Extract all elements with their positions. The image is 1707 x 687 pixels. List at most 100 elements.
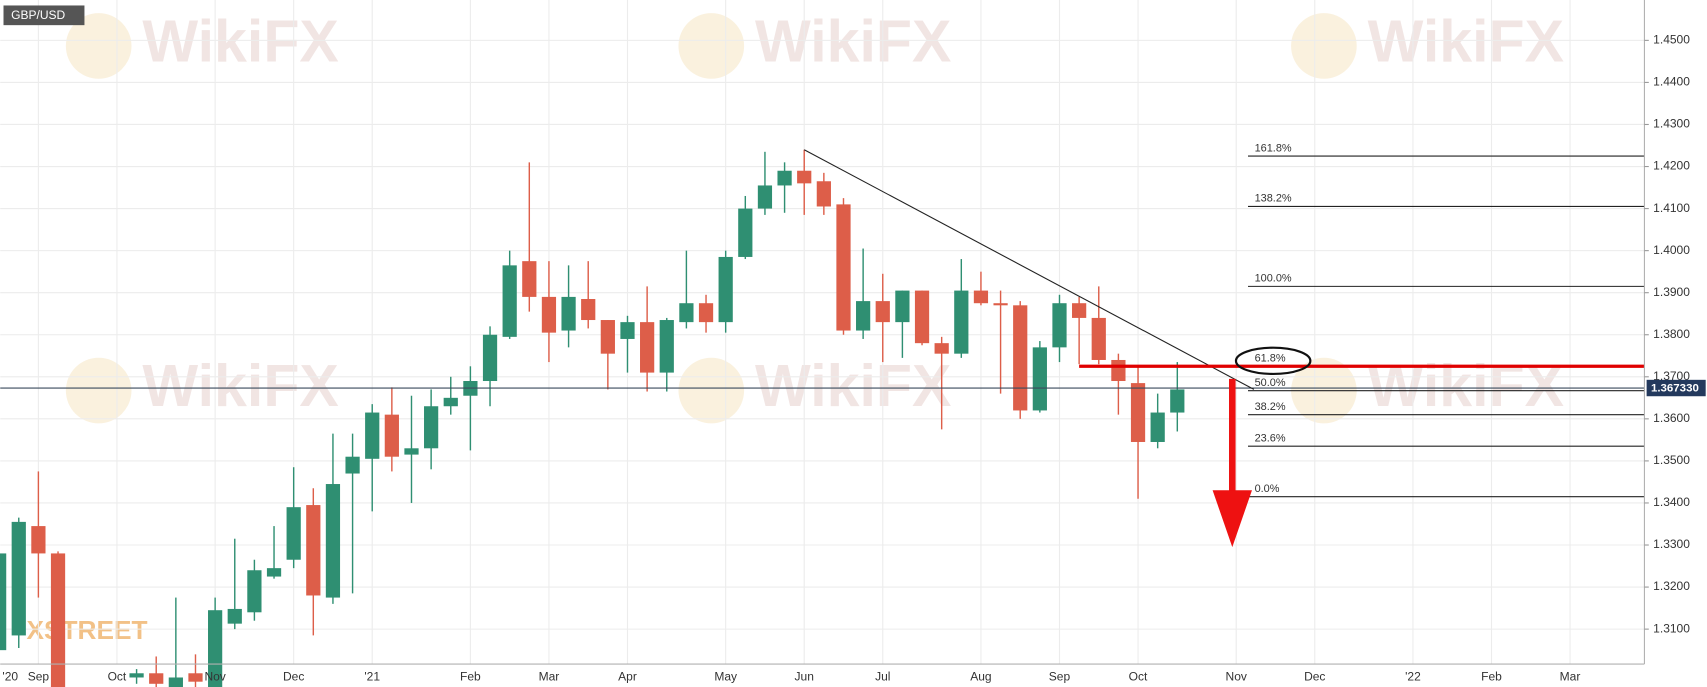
candle-body xyxy=(757,185,773,209)
fib-highlight-ring xyxy=(1234,346,1312,376)
candle-body xyxy=(659,320,674,373)
candle-body xyxy=(384,414,399,457)
candle-body xyxy=(227,608,242,624)
candle-body xyxy=(1013,305,1028,411)
x-tick-label: Jun xyxy=(795,669,814,683)
candle-body xyxy=(1032,347,1047,411)
x-tick-label: Nov xyxy=(204,669,225,683)
watermark-icon xyxy=(65,13,132,79)
x-tick-label: May xyxy=(714,669,737,683)
candle-body xyxy=(31,526,46,554)
candle-body xyxy=(895,290,910,323)
y-tick-label: 1.3500 xyxy=(1653,453,1690,467)
x-tick-label: '21 xyxy=(364,669,380,683)
chart-title: GBP/USD xyxy=(11,8,65,22)
x-tick-label: Dec xyxy=(283,669,304,683)
x-tick-label: Sep xyxy=(28,669,50,683)
candle-body xyxy=(718,256,733,323)
candle-body xyxy=(836,204,851,331)
fib-label: 23.6% xyxy=(1255,432,1286,444)
candle-body xyxy=(365,412,380,459)
candle-body xyxy=(561,296,576,331)
candle-body xyxy=(875,301,890,323)
candle-body xyxy=(954,290,969,354)
last-price-box xyxy=(1646,379,1706,397)
y-tick-label: 1.3700 xyxy=(1653,369,1690,383)
candle-body xyxy=(286,507,301,560)
y-tick-label: 1.3100 xyxy=(1653,621,1690,635)
y-tick-label: 1.4000 xyxy=(1653,243,1690,257)
candle-body xyxy=(934,343,949,354)
watermark: WikiFX xyxy=(1368,353,1564,419)
candle-body xyxy=(973,290,989,304)
candle-body xyxy=(1170,389,1185,413)
fib-label: 50.0% xyxy=(1255,377,1286,389)
axes: 1.3100 1.3200 1.3300 1.3400 1.3500 1.3600 1.37… xyxy=(2,33,1706,683)
x-tick-label: Jul xyxy=(875,669,890,683)
watermark: WikiFX xyxy=(142,353,338,419)
x-tick-label: Dec xyxy=(1304,669,1325,683)
fib-label: 61.8% xyxy=(1255,353,1286,365)
candle-body xyxy=(149,673,164,684)
x-tick-label: '20 xyxy=(2,669,18,683)
candle-body xyxy=(345,456,360,474)
candle-body xyxy=(600,320,615,354)
trendline xyxy=(803,149,1255,390)
y-tick-label: 1.4500 xyxy=(1653,33,1690,47)
x-tick-label: Nov xyxy=(1226,669,1247,683)
y-tick-label: 1.3200 xyxy=(1653,579,1690,593)
candle-body xyxy=(620,322,635,339)
candle-body xyxy=(797,170,812,184)
watermark: WikiFX xyxy=(755,353,951,419)
x-tick-label: Mar xyxy=(539,669,560,683)
candle-body xyxy=(129,673,144,678)
x-tick-label: Sep xyxy=(1049,669,1071,683)
watermark-icon xyxy=(678,357,745,424)
candle-body xyxy=(1150,412,1165,442)
candle-body xyxy=(502,265,517,337)
x-tick-label: Apr xyxy=(618,669,637,683)
candle-body xyxy=(698,303,714,323)
watermark: WikiFX xyxy=(755,9,951,75)
candle-body xyxy=(11,521,26,636)
candle-body xyxy=(1072,303,1087,318)
y-tick-label: 1.4400 xyxy=(1653,75,1690,89)
candle-body xyxy=(188,673,203,682)
candle-body xyxy=(816,181,831,207)
candle-body xyxy=(993,303,1008,306)
x-tick-label: Oct xyxy=(1129,669,1148,683)
watermarks: WikiFX WikiFX WikiFX WikiFX WikiFX WikiFX XSTR… xyxy=(26,9,1564,646)
candle-body xyxy=(168,677,183,687)
watermark: WikiFX xyxy=(1368,9,1564,75)
candle-body xyxy=(1111,359,1126,382)
fib-label: 100.0% xyxy=(1255,273,1292,285)
candle-body xyxy=(679,303,694,323)
y-tick-label: 1.3800 xyxy=(1653,327,1690,341)
candle-body xyxy=(914,290,930,344)
fib-label: 138.2% xyxy=(1255,193,1292,205)
title-box xyxy=(3,5,85,26)
candle-body xyxy=(1130,383,1146,442)
fib-label: 0.0% xyxy=(1255,483,1280,495)
candle-body xyxy=(482,334,498,382)
candle-body xyxy=(777,170,792,186)
y-tick-label: 1.3600 xyxy=(1653,411,1690,425)
watermark-icon xyxy=(1291,13,1357,79)
watermark-icon xyxy=(65,357,132,424)
arrow-head xyxy=(1212,490,1252,548)
y-tick-label: 1.3300 xyxy=(1653,537,1690,551)
y-tick-label: 1.3400 xyxy=(1653,495,1690,509)
watermark-icon xyxy=(678,13,745,79)
marks xyxy=(0,149,1185,687)
candle-body xyxy=(581,299,596,321)
candle-body xyxy=(1052,303,1067,348)
candle-body xyxy=(522,261,537,297)
plot-background xyxy=(0,0,1644,664)
x-tick-label: Oct xyxy=(108,669,127,683)
candle-body xyxy=(738,208,753,257)
candle-body xyxy=(404,448,419,455)
watermark: WikiFX xyxy=(142,9,338,75)
candle-body xyxy=(306,505,321,596)
